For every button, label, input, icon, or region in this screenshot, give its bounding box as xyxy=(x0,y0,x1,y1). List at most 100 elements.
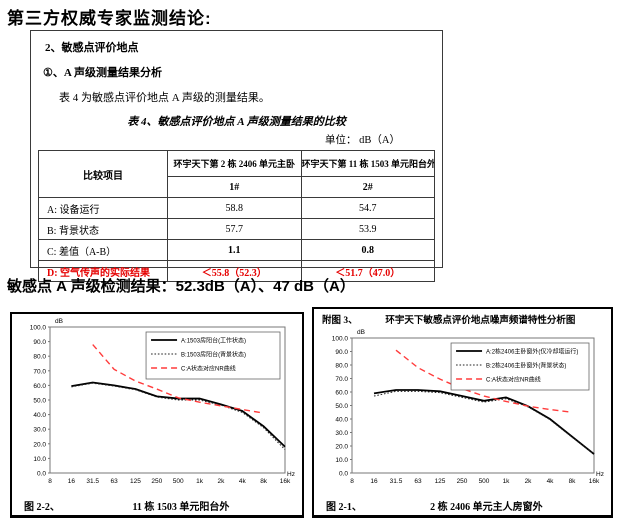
svg-text:50.0: 50.0 xyxy=(335,403,348,410)
comparison-table: 比较项目 环宇天下第 2 栋 2406 单元主卧 环宇天下第 11 栋 1503… xyxy=(38,150,435,282)
chart-box-right: 附图 3、 环宇天下敏感点评价地点噪声频谱特性分析图 0.0 10.0 20.0 30… xyxy=(312,307,613,518)
svg-text:C:A状态对应NR曲线: C:A状态对应NR曲线 xyxy=(486,376,541,384)
svg-text:16k: 16k xyxy=(280,478,291,485)
svg-text:dB: dB xyxy=(55,318,63,325)
figure-label: 图 2-2、 xyxy=(24,501,60,513)
svg-text:31.5: 31.5 xyxy=(86,478,99,485)
svg-text:0.0: 0.0 xyxy=(339,471,348,478)
svg-text:8k: 8k xyxy=(569,478,577,485)
table-row: A: 设备运行 58.8 54.7 xyxy=(38,197,435,219)
monitoring-report-box: 2、敏感点评价地点 ①、A 声级测量结果分析 表 4 为敏感点评价地点 A 声级… xyxy=(30,30,443,282)
svg-text:8: 8 xyxy=(350,478,354,485)
table-intro: 表 4 为敏感点评价地点 A 声级的测量结果。 xyxy=(59,92,270,104)
svg-text:16: 16 xyxy=(68,478,76,485)
noise-spectrum-chart-right: 0.0 10.0 20.0 30.0 40.0 50.0 60.0 70.0 80.0 90.0 1… xyxy=(314,325,611,495)
svg-text:40.0: 40.0 xyxy=(335,417,348,424)
svg-text:90.0: 90.0 xyxy=(335,349,348,356)
section-heading: 2、敏感点评价地点 xyxy=(45,42,139,54)
row-value: ＜55.8（52.3） xyxy=(167,260,302,282)
svg-text:16: 16 xyxy=(370,478,378,485)
svg-text:Hz: Hz xyxy=(596,471,604,478)
point1-cell: 1# xyxy=(167,176,302,198)
result-summary: 敏感点 A 声级检测结果：52.3dB（A）、47 dB（A） xyxy=(7,278,355,295)
svg-text:125: 125 xyxy=(130,478,141,485)
chart-caption-right: 图 2-1、 2 栋 2406 单元主人房窗外 xyxy=(314,495,611,515)
svg-text:70.0: 70.0 xyxy=(33,368,46,375)
row-label: B: 背景状态 xyxy=(38,218,168,240)
svg-text:30.0: 30.0 xyxy=(335,430,348,437)
location1-cell: 环宇天下第 2 栋 2406 单元主卧 xyxy=(167,150,302,177)
figure-label: 图 2-1、 xyxy=(326,501,362,513)
row-value: 0.8 xyxy=(300,239,435,261)
svg-text:1k: 1k xyxy=(503,478,511,485)
noise-spectrum-chart-left: 0.0 10.0 20.0 30.0 40.0 50.0 60.0 70.0 80.0 90.0 1… xyxy=(12,314,302,495)
svg-text:60.0: 60.0 xyxy=(335,390,348,397)
table-row: B: 背景状态 57.7 53.9 xyxy=(38,218,435,240)
svg-text:4k: 4k xyxy=(239,478,247,485)
svg-text:B:2栋2406主卧窗外(背景状态): B:2栋2406主卧窗外(背景状态) xyxy=(486,362,566,370)
figure-caption: 2 栋 2406 单元主人房窗外 xyxy=(430,501,543,513)
unit-label: 单位： dB（A） xyxy=(325,135,400,146)
svg-text:250: 250 xyxy=(457,478,468,485)
svg-text:50.0: 50.0 xyxy=(33,398,46,405)
svg-text:Hz: Hz xyxy=(287,471,295,478)
svg-text:A:1503房阳台(工作状态): A:1503房阳台(工作状态) xyxy=(181,337,246,345)
chart-caption-left: 图 2-2、 11 栋 1503 单元阳台外 xyxy=(12,495,302,515)
svg-text:125: 125 xyxy=(435,478,446,485)
table-title: 表 4、敏感点评价地点 A 声级测量结果的比较 xyxy=(127,116,346,128)
svg-text:60.0: 60.0 xyxy=(33,383,46,390)
compare-header-cell: 比较项目 xyxy=(38,150,168,198)
row-label: D: 空气传声的实际结果 xyxy=(38,260,168,282)
analysis-heading: ①、A 声级测量结果分析 xyxy=(43,67,162,79)
svg-text:100.0: 100.0 xyxy=(30,325,47,332)
svg-text:90.0: 90.0 xyxy=(33,339,46,346)
svg-text:B:1503房阳台(背景状态): B:1503房阳台(背景状态) xyxy=(181,351,246,359)
row-value: 1.1 xyxy=(167,239,302,261)
location2-cell: 环宇天下第 11 栋 1503 单元阳台外 xyxy=(300,150,435,177)
svg-text:100.0: 100.0 xyxy=(332,336,349,343)
svg-text:1k: 1k xyxy=(196,478,204,485)
figure-caption: 11 栋 1503 单元阳台外 xyxy=(132,501,230,513)
svg-text:2k: 2k xyxy=(217,478,225,485)
svg-text:40.0: 40.0 xyxy=(33,412,46,419)
row-label: C: 差值（A-B） xyxy=(38,239,168,261)
svg-text:4k: 4k xyxy=(547,478,555,485)
chart-title: 环宇天下敏感点评价地点噪声频谱特性分析图 xyxy=(385,316,576,326)
row-value: 58.8 xyxy=(167,197,302,219)
svg-text:C:A状态对应NR曲线: C:A状态对应NR曲线 xyxy=(181,365,236,373)
svg-text:31.5: 31.5 xyxy=(390,478,403,485)
attachment-label: 附图 3、 xyxy=(322,316,358,326)
chart-box-left: 0.0 10.0 20.0 30.0 40.0 50.0 60.0 70.0 80.0 90.0 1… xyxy=(10,312,304,518)
svg-text:80.0: 80.0 xyxy=(335,363,348,370)
page-title: 第三方权威专家监测结论: xyxy=(7,9,212,28)
svg-text:10.0: 10.0 xyxy=(335,457,348,464)
row-value: 54.7 xyxy=(300,197,435,219)
svg-text:70.0: 70.0 xyxy=(335,376,348,383)
svg-text:dB: dB xyxy=(357,329,365,336)
svg-text:10.0: 10.0 xyxy=(33,456,46,463)
svg-text:A:2栋2406主卧窗外(仅冷却塔运行): A:2栋2406主卧窗外(仅冷却塔运行) xyxy=(486,348,578,356)
svg-text:63: 63 xyxy=(110,478,118,485)
svg-text:250: 250 xyxy=(151,478,162,485)
svg-text:8k: 8k xyxy=(260,478,268,485)
svg-text:63: 63 xyxy=(414,478,422,485)
svg-text:0.0: 0.0 xyxy=(37,471,46,478)
table-header-row: 比较项目 环宇天下第 2 栋 2406 单元主卧 环宇天下第 11 栋 1503… xyxy=(38,150,435,198)
svg-text:20.0: 20.0 xyxy=(33,441,46,448)
row-label: A: 设备运行 xyxy=(38,197,168,219)
table-row: C: 差值（A-B） 1.1 0.8 xyxy=(38,239,435,261)
point2-cell: 2# xyxy=(300,176,435,198)
chart-header-right: 附图 3、 环宇天下敏感点评价地点噪声频谱特性分析图 xyxy=(314,309,611,326)
svg-text:80.0: 80.0 xyxy=(33,354,46,361)
svg-text:8: 8 xyxy=(48,478,52,485)
svg-text:30.0: 30.0 xyxy=(33,427,46,434)
table-row-result: D: 空气传声的实际结果 ＜55.8（52.3） ＜51.7（47.0） xyxy=(38,260,435,282)
svg-text:500: 500 xyxy=(173,478,184,485)
svg-text:16k: 16k xyxy=(589,478,600,485)
svg-text:20.0: 20.0 xyxy=(335,444,348,451)
row-value: ＜51.7（47.0） xyxy=(300,260,435,282)
row-value: 57.7 xyxy=(167,218,302,240)
row-value: 53.9 xyxy=(300,218,435,240)
svg-text:500: 500 xyxy=(479,478,490,485)
